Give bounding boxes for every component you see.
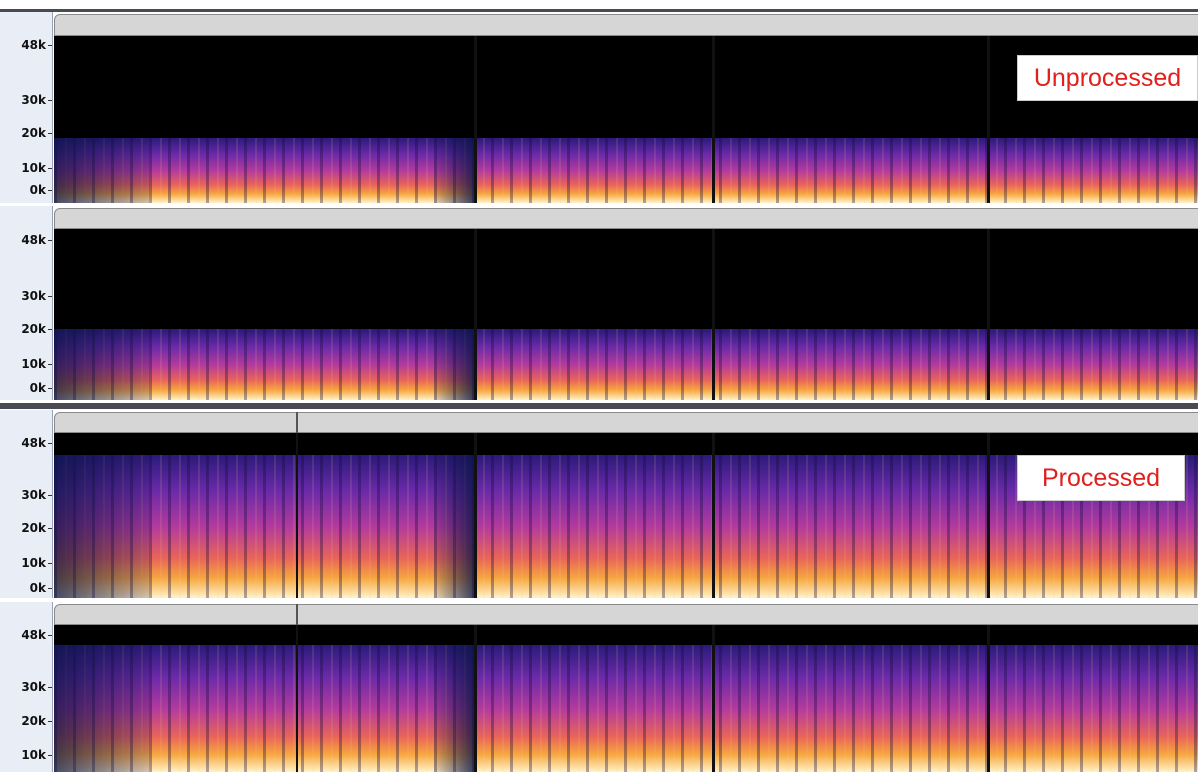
quiet-region bbox=[434, 645, 474, 772]
ruler-tick bbox=[48, 563, 52, 564]
annotation: Unprocessed bbox=[1017, 55, 1198, 101]
ruler-label: 30k bbox=[21, 289, 46, 303]
quiet-region bbox=[434, 138, 474, 203]
ruler: 48k 30k 20k 10k 0k bbox=[0, 206, 53, 400]
ruler-label: 30k bbox=[21, 680, 46, 694]
ruler-label: 20k bbox=[21, 714, 46, 728]
ruler-tick bbox=[48, 100, 52, 101]
spectrum bbox=[54, 138, 1198, 203]
ruler-label: 0k bbox=[29, 581, 46, 595]
ruler-tick bbox=[48, 687, 52, 688]
ruler-tick bbox=[48, 443, 52, 444]
ruler-label: 10k bbox=[21, 748, 46, 762]
separator bbox=[0, 403, 1198, 409]
quiet-region bbox=[54, 645, 149, 772]
ruler-tick bbox=[48, 721, 52, 722]
ruler-label: 0k bbox=[29, 183, 46, 197]
ruler-label: 20k bbox=[21, 521, 46, 535]
ruler: 48k 30k 20k 10k 0k bbox=[0, 12, 53, 203]
ruler-tick bbox=[48, 168, 52, 169]
ruler-label: 10k bbox=[21, 357, 46, 371]
quiet-region bbox=[54, 329, 149, 400]
clip-boundary bbox=[987, 229, 990, 400]
ruler-tick bbox=[48, 133, 52, 134]
ruler-label: 30k bbox=[21, 93, 46, 107]
clip-divider bbox=[296, 433, 298, 598]
clip-divider bbox=[296, 625, 298, 772]
ruler-tick bbox=[48, 190, 52, 191]
spectrum bbox=[54, 329, 1198, 400]
clip-header bbox=[54, 14, 1198, 36]
ruler-label: 48k bbox=[21, 233, 46, 247]
ruler-label: 10k bbox=[21, 556, 46, 570]
quiet-region bbox=[434, 455, 474, 598]
ruler-label: 20k bbox=[21, 322, 46, 336]
clip-divider bbox=[296, 412, 298, 433]
ruler-label: 48k bbox=[21, 436, 46, 450]
ruler-tick bbox=[48, 364, 52, 365]
ruler-label: 48k bbox=[21, 628, 46, 642]
clip-header bbox=[54, 208, 1198, 229]
ruler-label: 10k bbox=[21, 161, 46, 175]
clip-boundary bbox=[712, 36, 715, 203]
ruler-tick bbox=[48, 755, 52, 756]
spectrum bbox=[54, 455, 1198, 598]
clip-boundary bbox=[712, 229, 715, 400]
clip-boundary bbox=[987, 36, 990, 203]
clip-boundary bbox=[474, 229, 477, 400]
spectrogram bbox=[54, 625, 1198, 772]
ruler-label: 30k bbox=[21, 488, 46, 502]
clip-boundary bbox=[987, 433, 990, 598]
clip-boundary bbox=[474, 625, 477, 772]
border bbox=[0, 9, 1198, 12]
ruler-tick bbox=[48, 329, 52, 330]
quiet-region bbox=[434, 329, 474, 400]
quiet-region bbox=[54, 455, 149, 598]
clip-boundary bbox=[987, 625, 990, 772]
ruler-tick bbox=[48, 45, 52, 46]
clip-boundary bbox=[474, 36, 477, 203]
clip-boundary bbox=[474, 433, 477, 598]
ruler-label: 20k bbox=[21, 126, 46, 140]
ruler-tick bbox=[48, 588, 52, 589]
annotation: Processed bbox=[1017, 455, 1185, 501]
ruler-tick bbox=[48, 635, 52, 636]
clip-divider bbox=[296, 604, 298, 625]
ruler: 48k 30k 20k 10k 0k bbox=[0, 410, 53, 598]
ruler: 48k 30k 20k 10k bbox=[0, 602, 53, 772]
ruler-tick bbox=[48, 240, 52, 241]
clip-header bbox=[54, 604, 1198, 625]
ruler-tick bbox=[48, 528, 52, 529]
ruler-label: 0k bbox=[29, 381, 46, 395]
quiet-region bbox=[54, 138, 149, 203]
spectrogram bbox=[54, 433, 1198, 598]
spectrogram bbox=[54, 36, 1198, 203]
ruler-tick bbox=[48, 296, 52, 297]
clip-header bbox=[54, 412, 1198, 433]
clip-boundary bbox=[712, 433, 715, 598]
spectrogram bbox=[54, 229, 1198, 400]
clip-boundary bbox=[712, 625, 715, 772]
ruler-tick bbox=[48, 388, 52, 389]
ruler-label: 48k bbox=[21, 38, 46, 52]
spectrum bbox=[54, 645, 1198, 772]
ruler-tick bbox=[48, 495, 52, 496]
